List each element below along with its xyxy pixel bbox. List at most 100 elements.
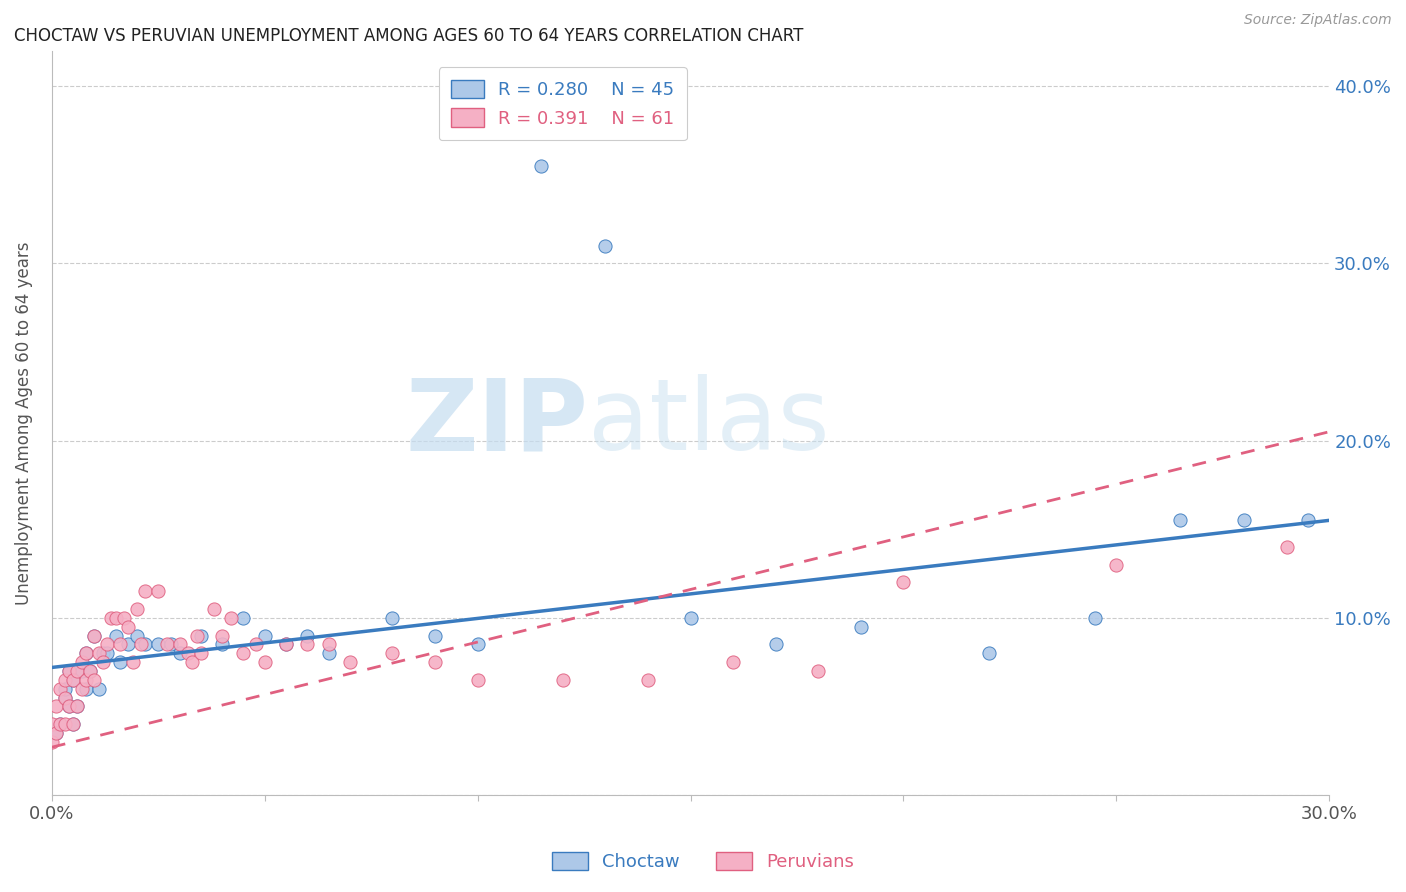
Point xyxy=(96,646,118,660)
Point xyxy=(104,629,127,643)
Point xyxy=(96,637,118,651)
Point xyxy=(117,637,139,651)
Point xyxy=(66,664,89,678)
Point xyxy=(1296,513,1319,527)
Point xyxy=(807,664,830,678)
Point xyxy=(637,673,659,687)
Point xyxy=(49,717,72,731)
Point xyxy=(134,584,156,599)
Point xyxy=(134,637,156,651)
Point xyxy=(381,646,404,660)
Point xyxy=(58,664,80,678)
Point xyxy=(211,637,233,651)
Point xyxy=(679,611,702,625)
Point xyxy=(297,629,319,643)
Point xyxy=(45,726,67,740)
Point xyxy=(1084,611,1107,625)
Point xyxy=(108,637,131,651)
Point xyxy=(253,655,276,669)
Point xyxy=(121,655,143,669)
Point xyxy=(53,717,76,731)
Point xyxy=(253,629,276,643)
Point xyxy=(41,717,63,731)
Point xyxy=(190,646,212,660)
Legend: Choctaw, Peruvians: Choctaw, Peruvians xyxy=(544,845,862,879)
Point xyxy=(190,629,212,643)
Point xyxy=(108,655,131,669)
Point xyxy=(87,681,110,696)
Point xyxy=(62,717,84,731)
Point xyxy=(423,655,446,669)
Point xyxy=(339,655,361,669)
Point xyxy=(318,637,340,651)
Point xyxy=(977,646,1000,660)
Point xyxy=(62,717,84,731)
Point xyxy=(53,673,76,687)
Point xyxy=(1233,513,1256,527)
Point xyxy=(83,673,105,687)
Point xyxy=(169,637,191,651)
Point xyxy=(186,629,208,643)
Point xyxy=(104,611,127,625)
Point xyxy=(219,611,242,625)
Point xyxy=(117,620,139,634)
Point xyxy=(79,664,101,678)
Point xyxy=(423,629,446,643)
Point xyxy=(232,611,254,625)
Point xyxy=(41,735,63,749)
Point xyxy=(245,637,267,651)
Point xyxy=(58,699,80,714)
Point xyxy=(381,611,404,625)
Point xyxy=(530,159,553,173)
Point xyxy=(129,637,152,651)
Point xyxy=(62,673,84,687)
Point xyxy=(91,655,114,669)
Point xyxy=(79,664,101,678)
Text: atlas: atlas xyxy=(588,375,830,471)
Point xyxy=(45,699,67,714)
Point xyxy=(595,238,617,252)
Point xyxy=(125,602,148,616)
Legend: R = 0.280    N = 45, R = 0.391    N = 61: R = 0.280 N = 45, R = 0.391 N = 61 xyxy=(439,67,688,140)
Point xyxy=(70,664,93,678)
Point xyxy=(160,637,183,651)
Point xyxy=(112,611,135,625)
Point xyxy=(274,637,297,651)
Point xyxy=(765,637,787,651)
Point xyxy=(70,655,93,669)
Point xyxy=(202,602,225,616)
Point xyxy=(75,681,97,696)
Point xyxy=(66,699,89,714)
Text: ZIP: ZIP xyxy=(405,375,588,471)
Point xyxy=(53,690,76,705)
Point xyxy=(49,681,72,696)
Point xyxy=(70,681,93,696)
Point xyxy=(551,673,574,687)
Point xyxy=(58,664,80,678)
Point xyxy=(83,629,105,643)
Point xyxy=(87,646,110,660)
Point xyxy=(91,646,114,660)
Point xyxy=(181,655,204,669)
Point xyxy=(297,637,319,651)
Point xyxy=(1168,513,1191,527)
Point xyxy=(83,629,105,643)
Text: Source: ZipAtlas.com: Source: ZipAtlas.com xyxy=(1244,13,1392,28)
Point xyxy=(893,575,915,590)
Point xyxy=(49,717,72,731)
Point xyxy=(148,637,170,651)
Point xyxy=(75,673,97,687)
Point xyxy=(125,629,148,643)
Point xyxy=(53,690,76,705)
Point xyxy=(45,726,67,740)
Point xyxy=(274,637,297,651)
Point xyxy=(156,637,179,651)
Point xyxy=(318,646,340,660)
Point xyxy=(169,646,191,660)
Point xyxy=(75,646,97,660)
Point xyxy=(177,646,200,660)
Point xyxy=(75,646,97,660)
Point xyxy=(849,620,872,634)
Point xyxy=(53,681,76,696)
Point xyxy=(232,646,254,660)
